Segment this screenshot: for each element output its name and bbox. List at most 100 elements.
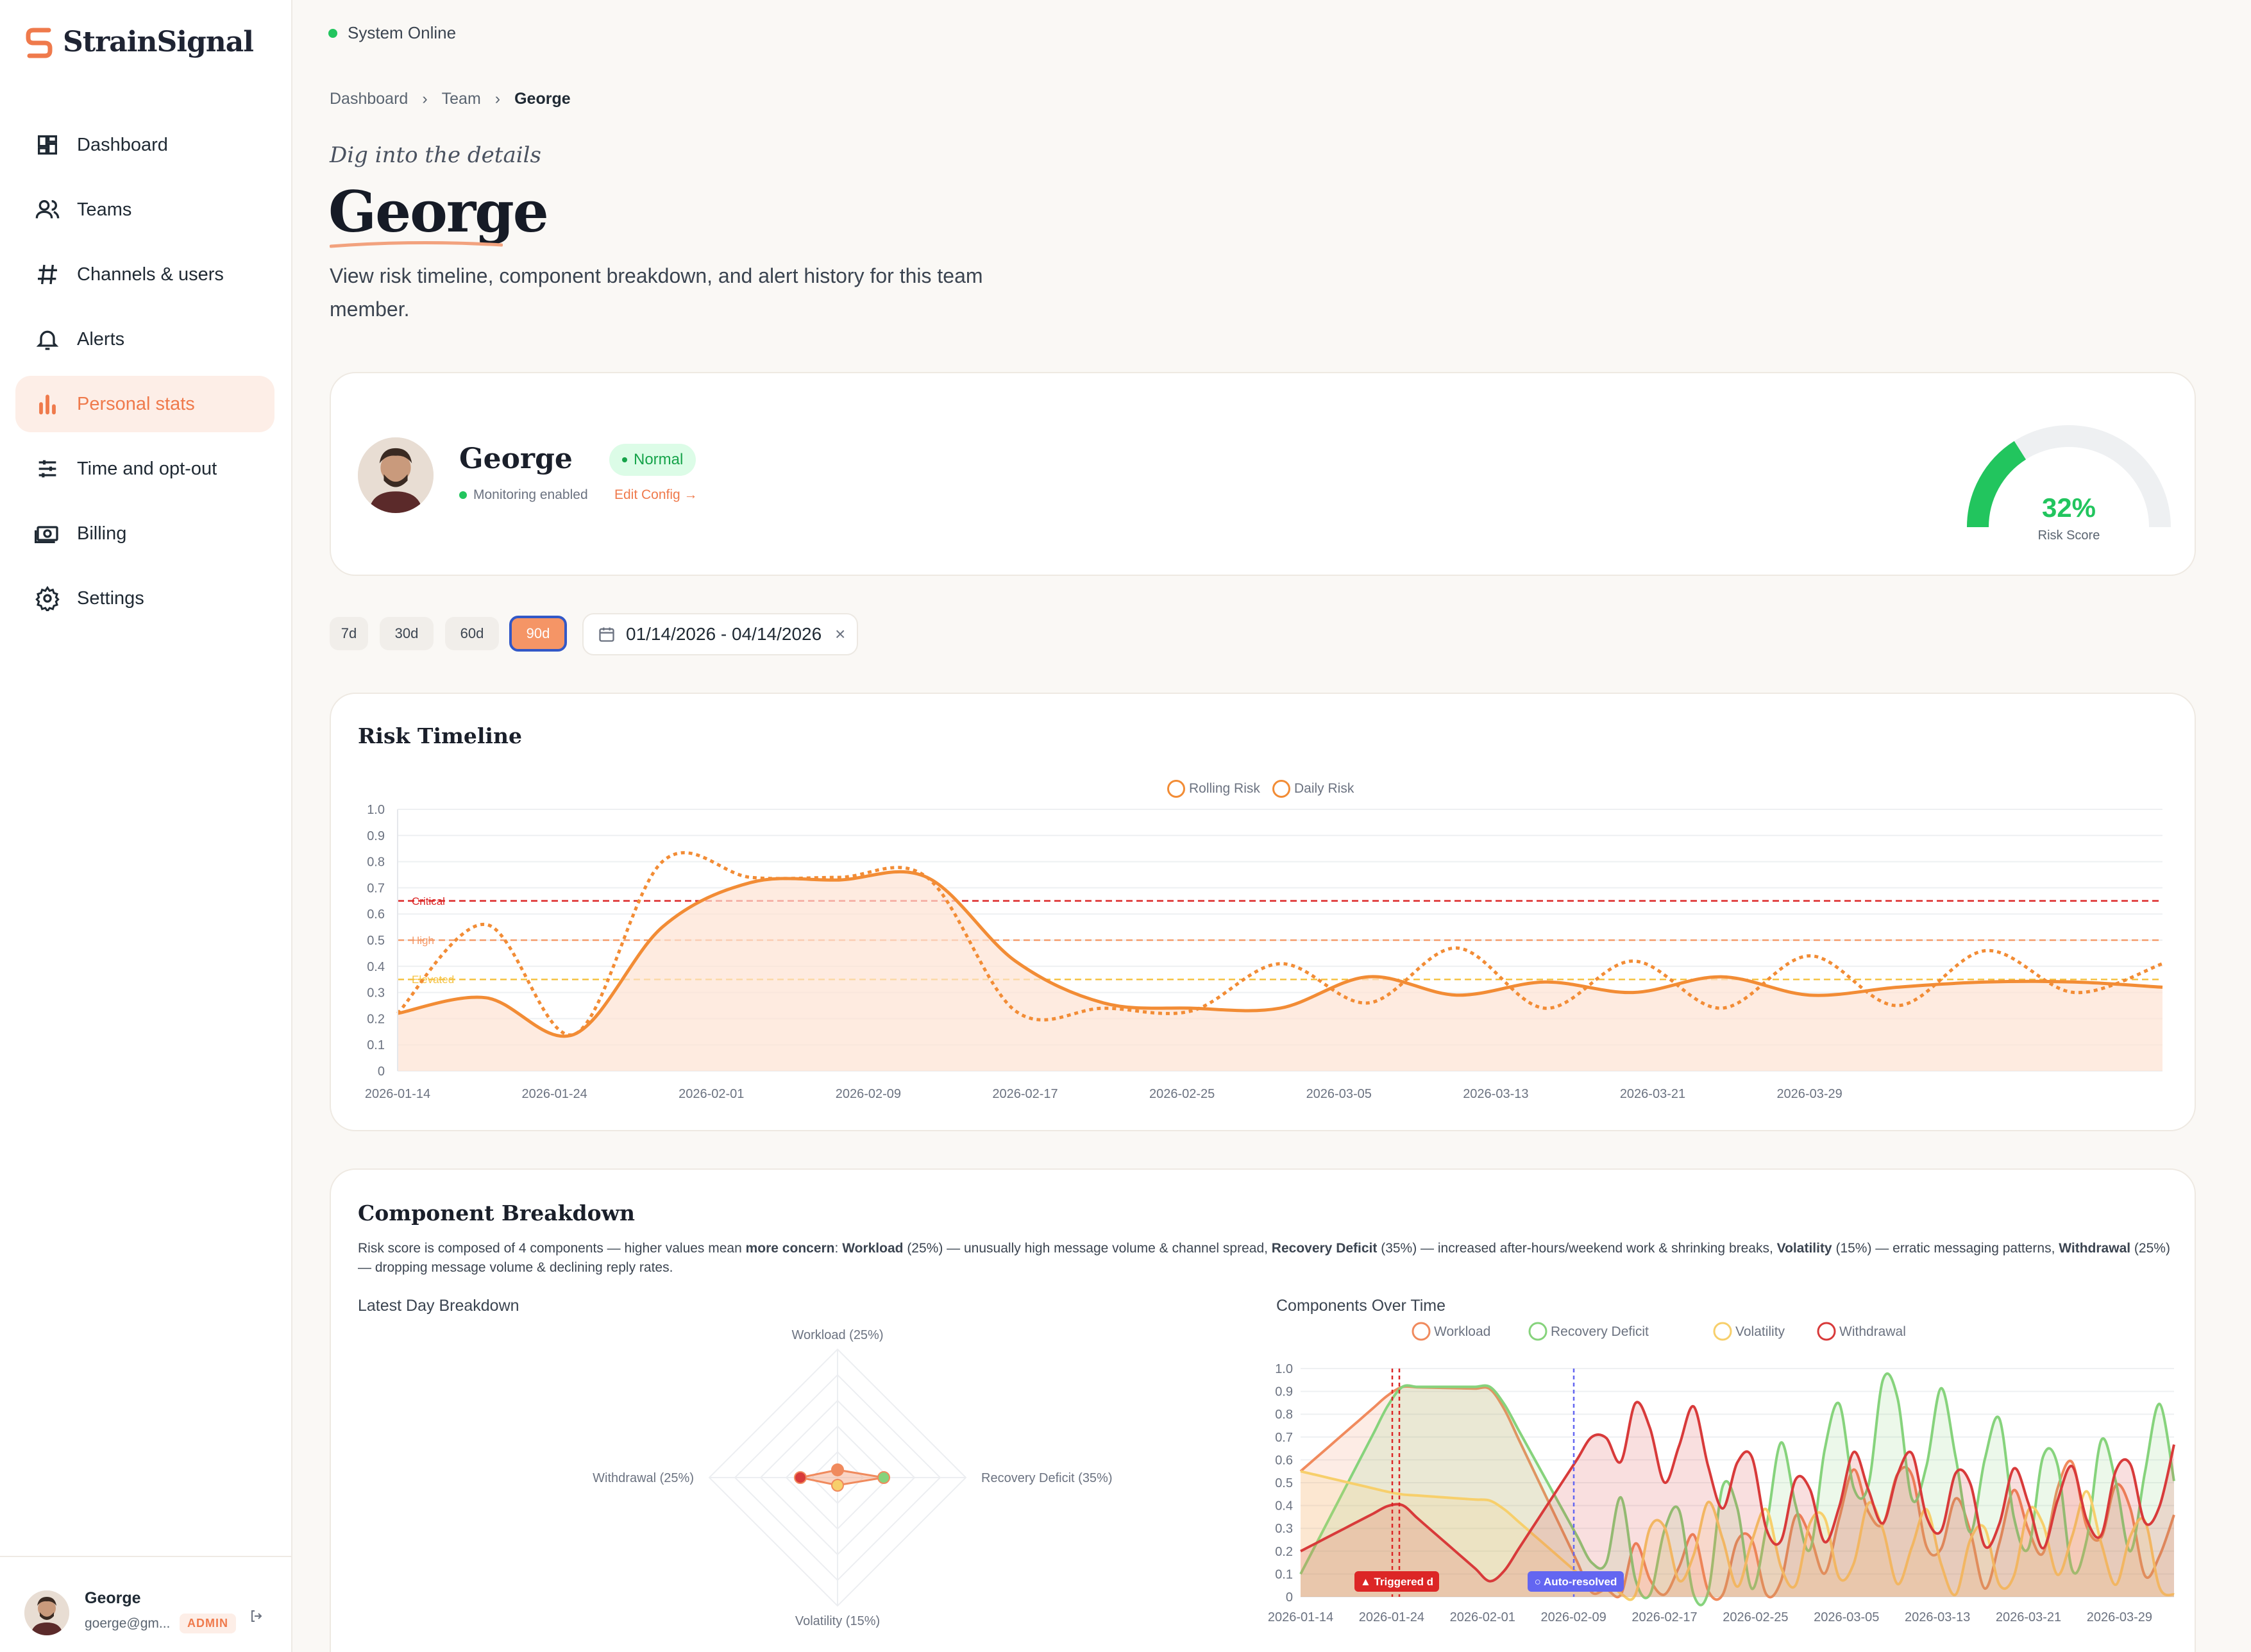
logout-icon[interactable] [249, 1608, 264, 1624]
users-icon [35, 200, 60, 219]
page-kicker: Dig into the details [330, 142, 541, 168]
breadcrumb-dashboard[interactable]: Dashboard [330, 90, 409, 108]
radar-chart: Workload (25%) Recovery Deficit (35%) Vola… [593, 1328, 1113, 1628]
sidebar-item-teams[interactable]: Teams [15, 181, 274, 238]
risk-gauge [1967, 425, 2171, 528]
status-badge: Normal [609, 444, 696, 476]
x-tick-label: 2026-02-17 [1631, 1610, 1697, 1624]
radar-point[interactable] [794, 1471, 807, 1484]
breadcrumb-separator-icon: › [422, 90, 428, 108]
badge-dot [622, 457, 627, 462]
system-status: System Online [328, 23, 456, 43]
legend-label[interactable]: Workload [1434, 1324, 1490, 1339]
x-tick-label: 2026-03-21 [1996, 1610, 2061, 1624]
y-tick-label: 0 [1286, 1590, 1293, 1605]
radar-label: Recovery Deficit (35%) [981, 1471, 1113, 1485]
description-emphasis: Workload [842, 1241, 904, 1256]
y-tick-label: 0.7 [367, 881, 385, 895]
radar-label: Withdrawal (25%) [593, 1471, 694, 1485]
radar-point[interactable] [831, 1463, 844, 1476]
hash-icon [38, 264, 57, 285]
x-tick-label: 2026-03-13 [1905, 1610, 1970, 1624]
component-line-recovery-deficit [1299, 1372, 2175, 1606]
legend-daily-risk[interactable]: Daily Risk [1272, 780, 1354, 798]
daily-risk-line [396, 851, 2163, 1037]
y-tick-label: 0.6 [1275, 1453, 1293, 1467]
range-30d-button[interactable]: 30d [380, 617, 434, 650]
description-emphasis: Recovery Deficit [1271, 1241, 1378, 1256]
y-tick-label: 0.9 [367, 829, 385, 843]
x-tick-label: 2026-03-05 [1306, 1087, 1372, 1101]
component-description: Risk score is composed of 4 components —… [358, 1239, 2179, 1277]
range-7d-button[interactable]: 7d [330, 617, 368, 650]
y-tick-label: 0.2 [1275, 1545, 1293, 1559]
page-title: George [328, 178, 549, 245]
sidebar-item-personal-stats[interactable]: Personal stats [15, 376, 274, 432]
legend-swatch[interactable] [1412, 1322, 1431, 1341]
component-area-withdrawal [1301, 1402, 2174, 1597]
range-90d-button[interactable]: 90d [509, 616, 567, 652]
logo[interactable]: StrainSignal [24, 26, 254, 58]
risk-score: 32% [2041, 493, 2096, 523]
legend-swatch [1167, 780, 1185, 798]
description-emphasis: Volatility [1776, 1241, 1832, 1256]
legend-swatch[interactable] [1528, 1322, 1547, 1341]
date-range-picker[interactable]: 01/14/2026 - 04/14/2026 × [582, 613, 858, 655]
y-tick-label: 1.0 [1275, 1362, 1293, 1376]
legend-label[interactable]: Withdrawal [1839, 1324, 1906, 1339]
legend-label[interactable]: Volatility [1735, 1324, 1785, 1339]
breadcrumb-team[interactable]: Team [441, 90, 481, 108]
sidebar-item-label: Channels & users [77, 264, 224, 285]
y-tick-label: 0.3 [367, 986, 385, 1000]
radar-point[interactable] [831, 1479, 844, 1492]
y-tick-label: 0.7 [1275, 1431, 1293, 1445]
triggered-badge[interactable] [1354, 1571, 1439, 1592]
sidebar-item-billing[interactable]: Billing [15, 505, 274, 562]
sidebar-item-label: Settings [77, 587, 144, 609]
description-text: Risk score is composed of 4 components —… [358, 1241, 746, 1256]
breadcrumb-separator-icon: › [494, 90, 501, 108]
x-tick-label: 2026-03-21 [1620, 1087, 1685, 1101]
component-line-withdrawal [1300, 1401, 2175, 1583]
clear-date-icon[interactable]: × [835, 624, 846, 644]
bar-chart-icon [39, 394, 56, 415]
y-tick-label: 0.5 [367, 934, 385, 948]
x-tick-label: 2026-02-09 [836, 1087, 901, 1101]
sidebar-item-alerts[interactable]: Alerts [15, 311, 274, 367]
latest-day-title: Latest Day Breakdown [358, 1297, 519, 1315]
range-60d-button[interactable]: 60d [445, 617, 499, 650]
legend-swatch[interactable] [1817, 1322, 1836, 1341]
y-tick-label: 0.8 [367, 856, 385, 870]
sidebar-item-dashboard[interactable]: Dashboard [15, 117, 274, 173]
radar-point[interactable] [877, 1471, 890, 1484]
threshold-label: Critical [412, 895, 445, 907]
sidebar-item-label: Billing [77, 523, 127, 544]
triggered-badge-label: ▲ Triggered d [1360, 1576, 1433, 1588]
risk-timeline-chart: 1.0 0.9 0.8 0.7 0.6 0.5 0.4 0.3 0.2 0.1 0 2026-01-1… [365, 803, 2163, 1101]
resolved-badge-label: ○ Auto-resolved [1535, 1576, 1617, 1588]
x-tick-label: 2026-03-29 [2087, 1610, 2152, 1624]
description-emphasis: more concern [745, 1241, 835, 1256]
legend-swatch [1272, 780, 1290, 798]
sidebar-item-channels-users[interactable]: Channels & users [15, 246, 274, 303]
legend-label[interactable]: Recovery Deficit [1551, 1324, 1649, 1339]
legend-rolling-risk[interactable]: Rolling Risk [1167, 780, 1260, 798]
y-tick-label: 0 [378, 1065, 385, 1079]
logo-text: StrainSignal [63, 26, 254, 58]
description-emphasis: Withdrawal [2059, 1241, 2131, 1256]
y-tick-label: 1.0 [367, 803, 385, 817]
sidebar-item-settings[interactable]: Settings [15, 570, 274, 627]
legend-swatch[interactable] [1713, 1322, 1732, 1341]
edit-config-link[interactable]: Edit Config → [614, 487, 698, 502]
date-range-value: 01/14/2026 - 04/14/2026 [626, 624, 822, 644]
component-line-volatility [1300, 1470, 2175, 1601]
sidebar-item-time-and-opt-out[interactable]: Time and opt-out [15, 441, 274, 497]
legend-label: Rolling Risk [1189, 781, 1260, 796]
user-avatar [24, 1590, 69, 1635]
user-profile[interactable]: George goerge@gm... ADMIN [0, 1556, 292, 1652]
description-text: (25%) — dropping message volume & declin… [358, 1241, 2170, 1275]
component-breakdown-title: Component Breakdown [358, 1201, 635, 1226]
gear-icon [35, 586, 60, 611]
resolved-badge[interactable] [1528, 1571, 1624, 1592]
x-tick-label: 2026-03-29 [1776, 1087, 1842, 1101]
